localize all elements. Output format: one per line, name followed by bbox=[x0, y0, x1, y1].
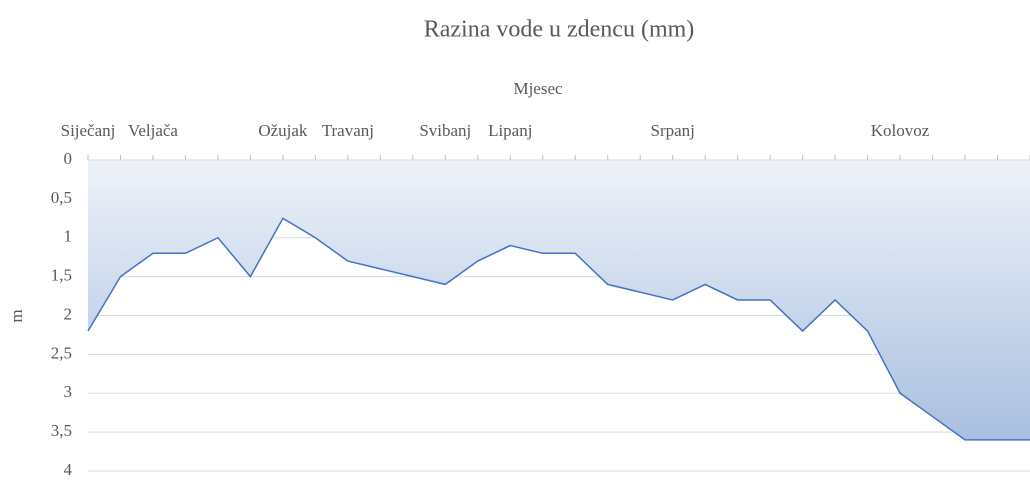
y-tick-label: 1 bbox=[64, 227, 73, 246]
x-tick-label: Travanj bbox=[322, 121, 374, 140]
y-tick-label: 0,5 bbox=[51, 188, 72, 207]
y-tick-label: 3,5 bbox=[51, 421, 72, 440]
y-tick-label: 2,5 bbox=[51, 343, 72, 362]
y-tick-label: 1,5 bbox=[51, 266, 72, 285]
y-tick-label: 4 bbox=[64, 460, 73, 479]
x-tick-label: Kolovoz bbox=[871, 121, 930, 140]
x-tick-label: Lipanj bbox=[488, 121, 532, 140]
area-line bbox=[87, 217, 1030, 441]
x-axis-title: Mjesec bbox=[513, 79, 563, 98]
chart-title: Razina vode u zdencu (mm) bbox=[424, 17, 695, 43]
y-axis-title: m bbox=[7, 309, 26, 322]
x-tick-label: Svibanj bbox=[419, 121, 471, 140]
x-tick-label: Srpanj bbox=[650, 121, 694, 140]
x-tick-label: Ožujak bbox=[258, 121, 308, 140]
y-tick-label: 2 bbox=[64, 304, 73, 323]
y-tick-label: 0 bbox=[64, 149, 73, 168]
y-tick-label: 3 bbox=[64, 382, 73, 401]
area-fill bbox=[88, 160, 1030, 440]
x-tick-label: Siječanj bbox=[61, 121, 116, 140]
x-tick-label: Veljača bbox=[128, 121, 178, 140]
